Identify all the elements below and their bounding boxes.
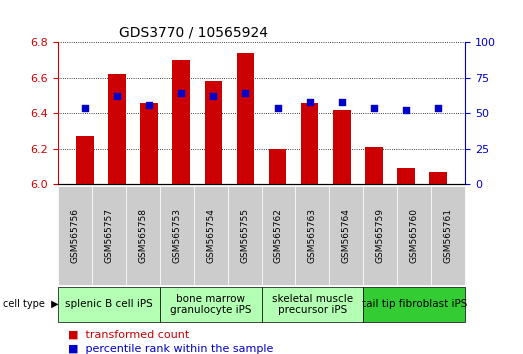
Point: [145, 102, 153, 108]
Bar: [397, 168, 415, 184]
Text: GSM565758: GSM565758: [138, 208, 147, 263]
Text: GSM565753: GSM565753: [172, 208, 181, 263]
Text: splenic B cell iPS: splenic B cell iPS: [65, 299, 152, 309]
Text: cell type  ▶: cell type ▶: [3, 299, 58, 309]
Point: [177, 91, 186, 96]
Text: GSM565759: GSM565759: [376, 208, 385, 263]
Text: bone marrow
granulocyte iPS: bone marrow granulocyte iPS: [170, 293, 251, 315]
Text: ■  percentile rank within the sample: ■ percentile rank within the sample: [68, 344, 274, 354]
Text: GSM565764: GSM565764: [342, 208, 351, 263]
Text: GSM565756: GSM565756: [70, 208, 79, 263]
Point: [434, 105, 442, 110]
Bar: [269, 149, 287, 184]
Text: skeletal muscle
precursor iPS: skeletal muscle precursor iPS: [272, 293, 353, 315]
Bar: [333, 110, 350, 184]
Point: [370, 105, 378, 110]
Point: [209, 93, 218, 99]
Text: GSM565754: GSM565754: [206, 208, 215, 263]
Bar: [204, 81, 222, 184]
Text: ■  transformed count: ■ transformed count: [68, 330, 189, 339]
Point: [305, 99, 314, 105]
Bar: [236, 53, 254, 184]
Point: [81, 105, 89, 110]
Text: GSM565757: GSM565757: [104, 208, 113, 263]
Bar: [76, 136, 94, 184]
Text: GSM565762: GSM565762: [274, 208, 283, 263]
Bar: [108, 74, 126, 184]
Point: [113, 93, 121, 99]
Text: GSM565755: GSM565755: [240, 208, 249, 263]
Bar: [173, 60, 190, 184]
Text: GSM565760: GSM565760: [410, 208, 419, 263]
Text: GDS3770 / 10565924: GDS3770 / 10565924: [119, 26, 268, 40]
Bar: [429, 172, 447, 184]
Point: [274, 105, 282, 110]
Bar: [301, 103, 319, 184]
Text: tail tip fibroblast iPS: tail tip fibroblast iPS: [362, 299, 467, 309]
Bar: [140, 103, 158, 184]
Point: [402, 108, 410, 113]
Text: GSM565761: GSM565761: [444, 208, 453, 263]
Point: [241, 91, 249, 96]
Text: GSM565763: GSM565763: [308, 208, 317, 263]
Point: [337, 99, 346, 105]
Bar: [365, 147, 383, 184]
